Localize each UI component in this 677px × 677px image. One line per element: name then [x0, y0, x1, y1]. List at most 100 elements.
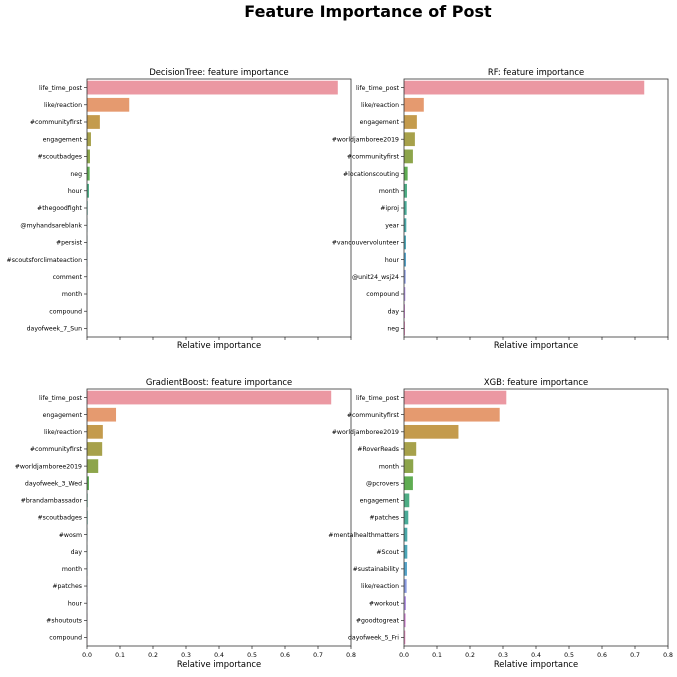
ytick-label: dayofweek_3_Wed	[25, 480, 82, 487]
ytick-label: engagement	[360, 119, 400, 126]
ytick-label: #Scout	[376, 549, 399, 556]
axes-frame	[87, 389, 351, 646]
xtick-label: 0.5	[564, 652, 574, 659]
x-axis-label: Relative importance	[177, 340, 261, 350]
ytick-label: hour	[68, 188, 83, 195]
ytick-label: #communityfirst	[30, 446, 83, 453]
bar-engagement	[404, 115, 417, 129]
xtick-label: 0.1	[432, 652, 442, 659]
ytick-label: #scoutsforclimateaction	[7, 257, 83, 264]
bar-month	[404, 459, 413, 473]
ytick-label: life_time_post	[39, 85, 83, 92]
ytick-label: like/reaction	[44, 102, 82, 109]
subplot-title: XGB: feature importance	[484, 377, 588, 387]
ytick-label: neg	[70, 171, 82, 178]
ytick-label: day	[388, 308, 400, 315]
subplot-4: XGB: feature importance life_time_post #co…	[328, 377, 673, 669]
ytick-label: @pcrovers	[366, 479, 399, 487]
bar-scout	[404, 545, 407, 559]
xtick-label: 0.7	[313, 652, 323, 659]
figure-title: Feature Importance of Post	[0, 2, 677, 21]
bar-like-reaction	[87, 98, 129, 112]
bar-roverreads	[404, 442, 416, 456]
ytick-label: year	[385, 222, 399, 229]
ytick-label: #goodtogreat	[356, 618, 400, 625]
xtick-label: 0.8	[346, 652, 356, 659]
ytick-label: day	[71, 549, 83, 556]
ytick-label: #brandambassador	[21, 498, 83, 505]
ytick-label: #workout	[369, 600, 400, 607]
ytick-label: life_time_post	[356, 395, 400, 402]
bar-communityfirst	[404, 150, 413, 164]
xtick-label: 0.4	[214, 652, 224, 659]
bar-patches	[404, 511, 408, 525]
xtick-label: 0.2	[148, 652, 158, 659]
bar-month	[404, 184, 407, 198]
ytick-label: #communityfirst	[347, 412, 400, 419]
subplot-title: GradientBoost: feature importance	[146, 377, 292, 387]
bar-engagement	[87, 408, 116, 422]
ytick-label: #worldjamboree2019	[332, 136, 399, 143]
xtick-label: 0.3	[181, 652, 191, 659]
ytick-label: #scoutbadges	[37, 154, 82, 161]
subplot-2: RF: feature importancelife_time_postlike…	[332, 67, 668, 350]
x-axis-label: Relative importance	[494, 340, 578, 350]
xtick-label: 0.7	[630, 652, 640, 659]
ytick-label: #mentalhealthmatters	[328, 532, 399, 539]
bar-locationscouting	[404, 167, 408, 181]
ytick-label: #communityfirst	[347, 154, 400, 161]
ytick-label: #patches	[369, 515, 399, 522]
ytick-label: #locationscouting	[343, 171, 399, 178]
xtick-label: 0.2	[465, 652, 475, 659]
bar-pcrovers	[404, 476, 413, 490]
ytick-label: like/reaction	[361, 583, 399, 590]
ytick-label: engagement	[43, 136, 83, 143]
xtick-label: 0.8	[663, 652, 673, 659]
ytick-label: engagement	[360, 498, 400, 505]
ytick-label: #iproj	[380, 205, 399, 212]
bar-worldjamboree2019	[404, 132, 415, 146]
xtick-label: 0.6	[597, 652, 607, 659]
bar-worldjamboree2019	[404, 425, 458, 439]
x-axis-label: Relative importance	[177, 659, 261, 669]
ytick-label: compound	[366, 291, 399, 298]
ytick-label: #wosm	[59, 532, 82, 539]
bar-engagement	[404, 494, 409, 508]
xtick-label: 0.6	[280, 652, 290, 659]
axes-frame	[87, 79, 351, 337]
ytick-label: #sustainability	[353, 566, 400, 573]
ytick-label: hour	[68, 600, 83, 607]
bar-like-reaction	[87, 425, 103, 439]
ytick-label: #RoverReads	[357, 446, 399, 453]
bar-life-time-post	[87, 391, 331, 405]
ytick-label: compound	[49, 308, 82, 315]
subplot-title: RF: feature importance	[488, 67, 584, 77]
xtick-label: 0.5	[247, 652, 257, 659]
ytick-label: life_time_post	[356, 85, 400, 92]
bar-life-time-post	[404, 391, 506, 405]
xtick-label: 0.0	[399, 652, 409, 659]
ytick-label: month	[379, 188, 399, 195]
ytick-label: hour	[385, 257, 400, 264]
ytick-label: #scoutbadges	[37, 515, 82, 522]
ytick-label: neg	[387, 326, 399, 333]
bar-mentalhealthmatters	[404, 528, 407, 542]
ytick-label: #vancouvervolunteer	[332, 240, 400, 247]
ytick-label: compound	[49, 635, 82, 642]
ytick-label: #shoutouts	[46, 618, 82, 625]
ytick-label: #thegoodfight	[37, 205, 83, 212]
ytick-label: dayofweek_5_Fri	[348, 635, 399, 642]
ytick-label: engagement	[43, 412, 83, 419]
xtick-label: 0.1	[115, 652, 125, 659]
ytick-label: month	[62, 566, 82, 573]
axes-frame	[404, 79, 668, 337]
bar-communityfirst	[87, 442, 102, 456]
subplot-1: DecisionTree: feature importancelife_tim…	[7, 67, 351, 350]
ytick-label: @myhandsareblank	[20, 221, 82, 229]
ytick-label: dayofweek_7_Sun	[27, 326, 82, 333]
bar-scoutbadges	[87, 150, 90, 164]
bar-sustainability	[404, 562, 407, 576]
ytick-label: like/reaction	[44, 429, 82, 436]
